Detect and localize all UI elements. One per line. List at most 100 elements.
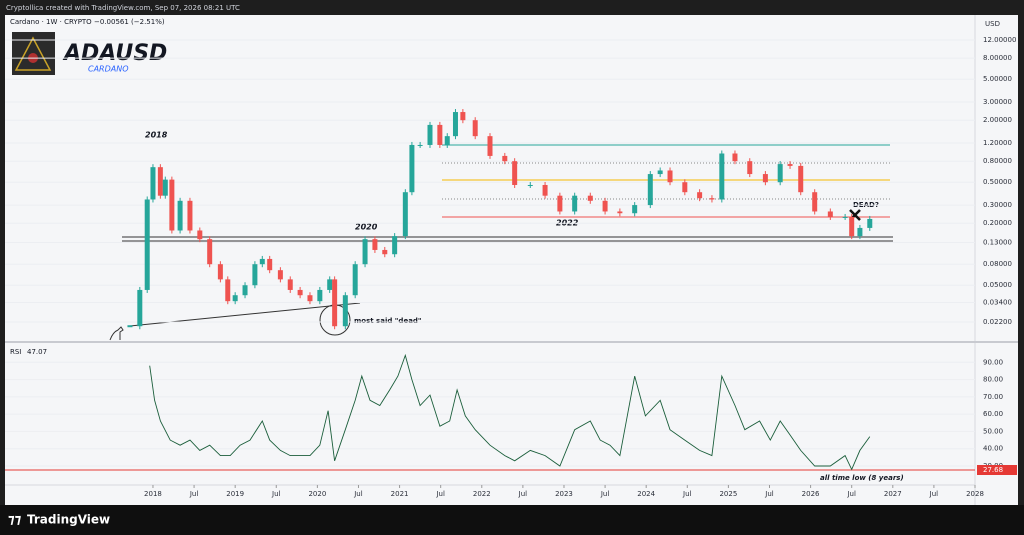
x-tick-label: Jul [600, 490, 610, 498]
y-tick-label: 0.30000 [983, 201, 1012, 209]
candle [177, 200, 183, 231]
x-tick-label: 2019 [226, 490, 244, 498]
candle [225, 279, 231, 302]
annotation: all time low (8 years) [820, 474, 904, 482]
candle [259, 258, 265, 265]
rsi-level-label: 27.68 [983, 466, 1003, 474]
x-tick-label: Jul [929, 490, 939, 498]
y-tick-label: 50.00 [983, 427, 1003, 435]
y-tick-label: 0.20000 [983, 219, 1012, 227]
rsi-level-badge [977, 464, 1017, 475]
candle [427, 124, 433, 145]
y-tick-label: 3.00000 [983, 98, 1012, 106]
x-tick-label: 2028 [966, 490, 984, 498]
symbol-info: Cardano · 1W · CRYPTO [10, 18, 92, 26]
brand-mark: ⁊⁊ [8, 513, 22, 528]
candle [417, 144, 423, 146]
rsi-title: RSI [10, 348, 21, 356]
candle [327, 279, 333, 290]
candle [657, 170, 663, 175]
title: ADAUSD [62, 41, 167, 66]
candle [732, 153, 738, 162]
candle [307, 295, 313, 302]
candle [602, 200, 608, 212]
candle [157, 167, 163, 196]
y-tick-label: 1.20000 [983, 139, 1012, 147]
candle [217, 264, 223, 280]
candle [472, 120, 478, 137]
candle [527, 184, 533, 186]
candle [827, 211, 833, 217]
candle [460, 112, 466, 121]
y-tick-label: 12.00000 [983, 36, 1016, 44]
annotation: 2018 [145, 131, 168, 140]
x-tick-label: 2020 [308, 490, 326, 498]
y-tick-label: 0.02200 [983, 318, 1012, 326]
candle [187, 200, 193, 231]
y-tick-label: 2.00000 [983, 116, 1012, 124]
candle [787, 164, 793, 166]
footer-bar [0, 505, 1024, 535]
chart-area [5, 15, 1018, 505]
y-tick-label: 0.13000 [983, 238, 1012, 246]
candle [162, 179, 168, 196]
candle [144, 199, 150, 290]
candle [402, 192, 408, 237]
x-tick-label: Jul [189, 490, 199, 498]
y-tick-label: 0.08000 [983, 260, 1012, 268]
watermark: Cryptollica created with TradingView.com… [6, 4, 240, 12]
candle [287, 279, 293, 290]
y-tick-label: 5.00000 [983, 75, 1012, 83]
candle [812, 192, 818, 212]
x-tick-label: 2027 [884, 490, 902, 498]
y-tick-label: 0.03400 [983, 298, 1012, 306]
x-tick-label: 2024 [637, 490, 655, 498]
candle [512, 161, 518, 185]
y-tick-label: 8.00000 [983, 54, 1012, 62]
candle [342, 295, 348, 327]
candle [409, 144, 415, 193]
candle [542, 184, 548, 196]
currency: USD [985, 20, 1000, 28]
brand: TradingView [27, 513, 110, 527]
candle [232, 295, 238, 302]
candle [277, 270, 283, 280]
x-tick-label: 2018 [144, 490, 162, 498]
x-tick-label: Jul [353, 490, 363, 498]
candle [137, 289, 143, 327]
candle [857, 227, 863, 237]
y-tick-label: 80.00 [983, 376, 1003, 384]
y-tick-label: 40.00 [983, 445, 1003, 453]
x-tick-label: 2022 [473, 490, 491, 498]
candle [317, 289, 323, 302]
candle [252, 264, 258, 286]
x-tick-label: 2025 [719, 490, 737, 498]
y-tick-label: 0.05000 [983, 281, 1012, 289]
candle [382, 249, 388, 255]
x-tick-label: 2021 [391, 490, 409, 498]
subtitle: CARDANO [88, 65, 129, 74]
candle [362, 239, 368, 265]
candle [267, 258, 273, 271]
candle [487, 136, 493, 156]
x-tick-label: 2026 [802, 490, 820, 498]
candle [297, 289, 303, 296]
candle [207, 239, 213, 265]
candle [332, 279, 338, 327]
candle [849, 216, 855, 237]
dino-icon [109, 326, 124, 341]
candle [127, 325, 133, 328]
candle [437, 124, 443, 145]
candle [667, 170, 673, 183]
candle [197, 230, 203, 240]
candle [682, 182, 688, 193]
candle [572, 195, 578, 212]
annotation: 2020 [355, 223, 378, 232]
candle [452, 112, 458, 137]
candle [587, 195, 593, 201]
candle [352, 264, 358, 296]
candle [762, 174, 768, 183]
candle [719, 153, 725, 200]
